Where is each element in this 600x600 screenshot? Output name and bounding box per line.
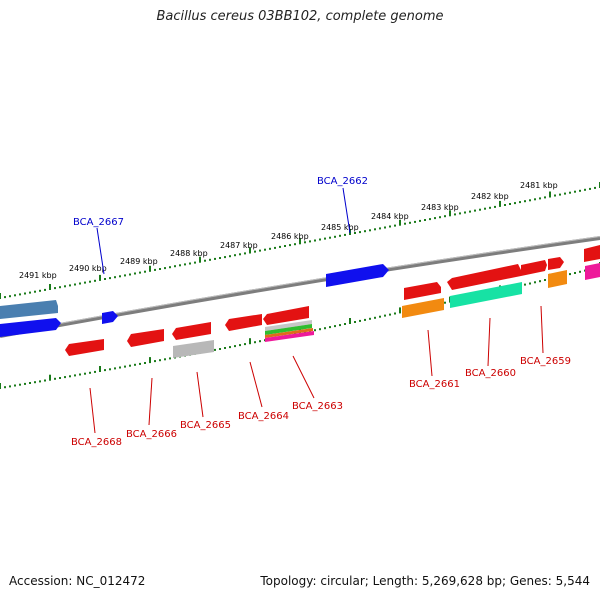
gene-arrow[interactable] <box>450 282 522 308</box>
gene-label[interactable]: BCA_2661 <box>409 379 460 390</box>
gene-arrow[interactable] <box>521 260 547 276</box>
kbp-label: 2491 kbp <box>19 271 57 280</box>
gene-label[interactable]: BCA_2660 <box>465 368 516 379</box>
gene-arrow[interactable] <box>0 300 58 319</box>
kbp-label: 2483 kbp <box>421 203 459 212</box>
gene-arrow[interactable] <box>548 270 567 288</box>
gene-label[interactable]: BCA_2665 <box>180 420 231 431</box>
gene-label[interactable]: BCA_2668 <box>71 437 122 448</box>
kbp-label: 2488 kbp <box>170 249 208 258</box>
gene-arrow[interactable] <box>0 318 61 337</box>
gene-arrow[interactable] <box>263 306 309 325</box>
genome-summary: Topology: circular; Length: 5,269,628 bp… <box>260 574 590 588</box>
gene-label[interactable]: BCA_2659 <box>520 356 571 367</box>
gene-arrow <box>265 324 312 335</box>
kbp-label: 2489 kbp <box>120 257 158 266</box>
gene-arrow[interactable] <box>127 329 164 347</box>
gene-arrow[interactable] <box>404 282 441 300</box>
outer-tick-track <box>0 182 600 299</box>
gene-arrow <box>265 320 312 331</box>
gene-arrow[interactable] <box>548 257 564 270</box>
gene-label[interactable]: BCA_2666 <box>126 429 177 440</box>
map-title: Bacillus cereus 03BB102, complete genome <box>156 9 444 24</box>
leader-lines <box>89 187 544 434</box>
reverse-genes <box>65 263 600 358</box>
kbp-label: 2487 kbp <box>220 241 258 250</box>
gene-arrow[interactable] <box>326 264 389 287</box>
kbp-label: 2485 kbp <box>321 223 359 232</box>
gene-arrow[interactable] <box>65 339 104 356</box>
gene-label[interactable]: BCA_2667 <box>73 217 124 228</box>
kbp-label: 2484 kbp <box>371 212 409 221</box>
gene-arrow[interactable] <box>584 245 600 262</box>
kbp-label: 2482 kbp <box>471 192 509 201</box>
gene-label[interactable]: BCA_2664 <box>238 411 289 422</box>
gene-arrow <box>265 331 314 342</box>
gene-arrow <box>265 328 313 338</box>
gene-arrow[interactable] <box>102 311 118 324</box>
genome-backbone <box>0 236 600 338</box>
gene-arrow[interactable] <box>172 322 211 340</box>
kbp-label: 2486 kbp <box>271 232 309 241</box>
gene-label[interactable]: BCA_2662 <box>317 176 368 187</box>
gene-arrow[interactable] <box>225 314 262 331</box>
gene-arrow[interactable] <box>173 340 214 358</box>
accession-text: Accession: NC_012472 <box>9 574 146 588</box>
gene-arrow[interactable] <box>447 264 521 290</box>
kbp-label: 2481 kbp <box>520 181 558 190</box>
gene-label[interactable]: BCA_2663 <box>292 401 343 412</box>
forward-genes <box>0 245 600 337</box>
gene-arrow[interactable] <box>402 298 444 318</box>
gene-arrow[interactable] <box>585 263 600 280</box>
kbp-label: 2490 kbp <box>69 264 107 273</box>
